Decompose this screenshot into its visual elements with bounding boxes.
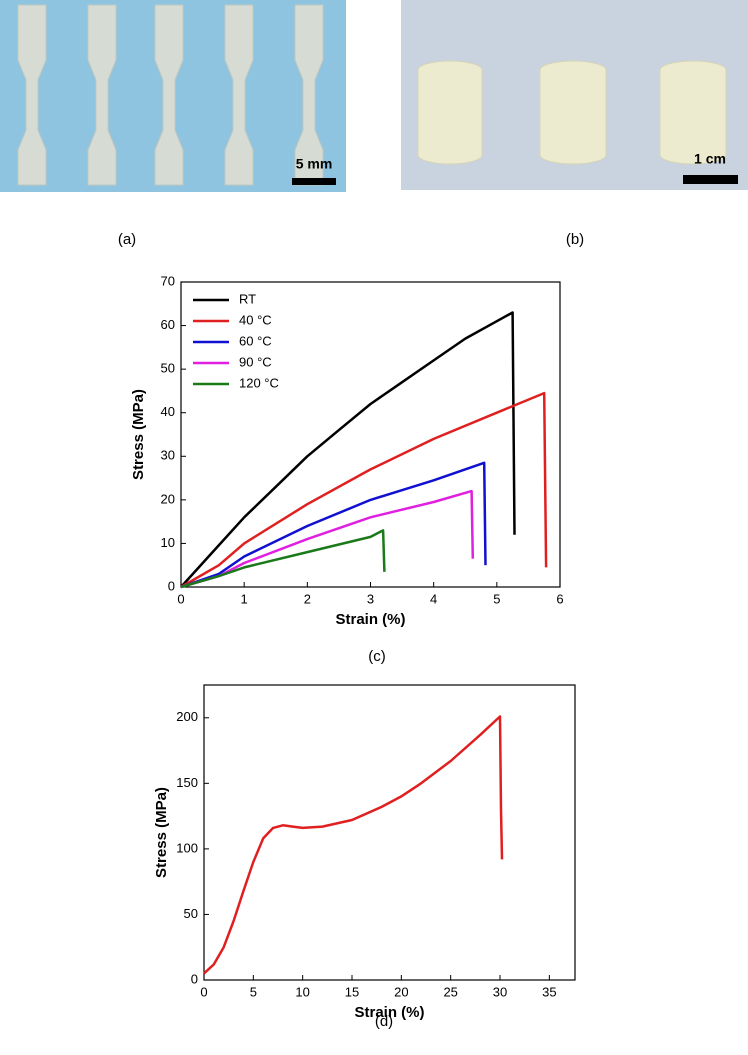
x-tick-label: 6 (556, 591, 563, 606)
x-tick-label: 5 (493, 591, 500, 606)
cylinders (417, 60, 727, 165)
x-tick-label: 30 (493, 984, 507, 999)
scale-label: 5 mm (296, 156, 333, 172)
plot-frame (203, 684, 576, 981)
x-tick-label: 10 (295, 984, 309, 999)
y-tick-label: 30 (161, 448, 175, 463)
plot-frame (180, 281, 561, 588)
y-tick-label: 40 (161, 404, 175, 419)
photo-a: 5 mm (0, 0, 346, 192)
legend-label: 90 °C (239, 354, 272, 369)
y-tick-label: 50 (184, 906, 198, 921)
x-tick-label: 15 (345, 984, 359, 999)
panel-label: (a) (118, 231, 136, 248)
y-tick-label: 20 (161, 491, 175, 506)
scale-label: 1 cm (694, 151, 726, 167)
y-tick-label: 70 (161, 273, 175, 288)
legend-label: 60 °C (239, 333, 272, 348)
series-line (180, 461, 487, 589)
y-tick-label: 10 (161, 535, 175, 550)
specimens (17, 4, 324, 186)
scale-bar (683, 175, 738, 184)
x-axis-label: Strain (%) (335, 611, 405, 628)
x-tick-label: 20 (394, 984, 408, 999)
scale-bar (292, 178, 336, 185)
y-axis-label: Stress (MPa) (130, 389, 147, 480)
x-tick-label: 4 (430, 591, 437, 606)
y-tick-label: 150 (176, 775, 198, 790)
x-tick-label: 0 (177, 591, 184, 606)
series-line (203, 715, 504, 975)
y-axis-label: Stress (MPa) (153, 787, 170, 878)
x-axis-label: Strain (%) (354, 1004, 424, 1021)
series-line (180, 529, 386, 589)
x-tick-label: 2 (304, 591, 311, 606)
x-tick-label: 5 (250, 984, 257, 999)
y-tick-label: 100 (176, 840, 198, 855)
y-tick-label: 200 (176, 709, 198, 724)
legend-label: 40 °C (239, 312, 272, 327)
panel-label: (c) (368, 648, 386, 665)
photo-b: 1 cm (401, 0, 748, 190)
series-line (180, 311, 516, 588)
series-line (180, 391, 548, 589)
x-tick-label: 1 (241, 591, 248, 606)
legend-label: 120 °C (239, 375, 279, 390)
panel-label: (b) (566, 231, 584, 248)
x-tick-label: 3 (367, 591, 374, 606)
y-tick-label: 0 (191, 971, 198, 986)
y-tick-label: 50 (161, 361, 175, 376)
x-tick-label: 0 (200, 984, 207, 999)
panel-label: (d) (375, 1013, 393, 1030)
x-tick-label: 25 (443, 984, 457, 999)
y-tick-label: 0 (168, 578, 175, 593)
x-tick-label: 35 (542, 984, 556, 999)
y-tick-label: 60 (161, 317, 175, 332)
legend-label: RT (239, 291, 256, 306)
